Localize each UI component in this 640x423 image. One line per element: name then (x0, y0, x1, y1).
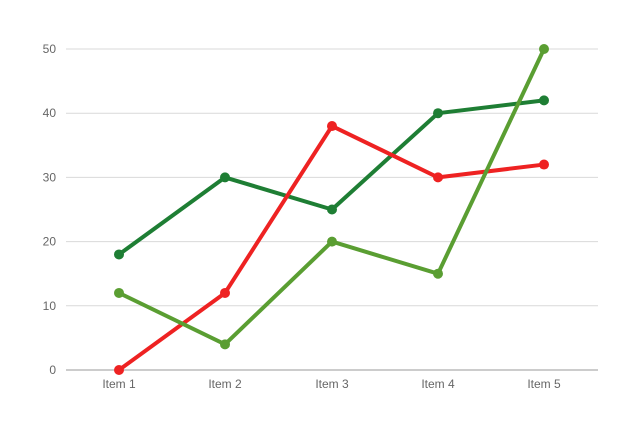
data-point (220, 339, 230, 350)
series-line (117, 124, 546, 372)
gridlines (66, 48, 598, 307)
series-3 (114, 44, 549, 350)
data-point (327, 204, 337, 215)
x-tick-label: Item 1 (102, 377, 136, 391)
x-tick-label: Item 2 (208, 377, 242, 391)
data-point (114, 249, 124, 260)
x-tick-label: Item 5 (527, 377, 561, 391)
y-tick-label: 20 (43, 235, 57, 249)
y-tick-label: 40 (43, 106, 57, 120)
series-line (117, 47, 546, 347)
x-tick-label: Item 3 (315, 377, 349, 391)
data-point (433, 108, 443, 119)
data-point (539, 95, 549, 106)
y-tick-label: 50 (43, 42, 57, 56)
x-tick-label: Item 4 (421, 377, 455, 391)
series-lines (114, 44, 549, 375)
data-point (220, 287, 230, 298)
data-point (539, 159, 549, 170)
data-point (539, 44, 549, 54)
data-point (433, 172, 443, 183)
data-point (433, 268, 443, 279)
data-point (327, 121, 337, 132)
y-axis-tick-labels: 0 10 20 30 40 50 (43, 42, 57, 377)
y-tick-label: 0 (49, 363, 56, 377)
series-1 (114, 95, 549, 260)
x-axis-tick-labels: Item 1 Item 2 Item 3 Item 4 Item 5 (102, 377, 561, 391)
data-point (220, 172, 230, 183)
y-tick-label: 30 (43, 170, 57, 184)
y-tick-label: 10 (43, 299, 57, 313)
data-point (114, 287, 124, 298)
series-2 (114, 121, 549, 375)
data-point (327, 236, 337, 247)
data-point (114, 365, 124, 375)
